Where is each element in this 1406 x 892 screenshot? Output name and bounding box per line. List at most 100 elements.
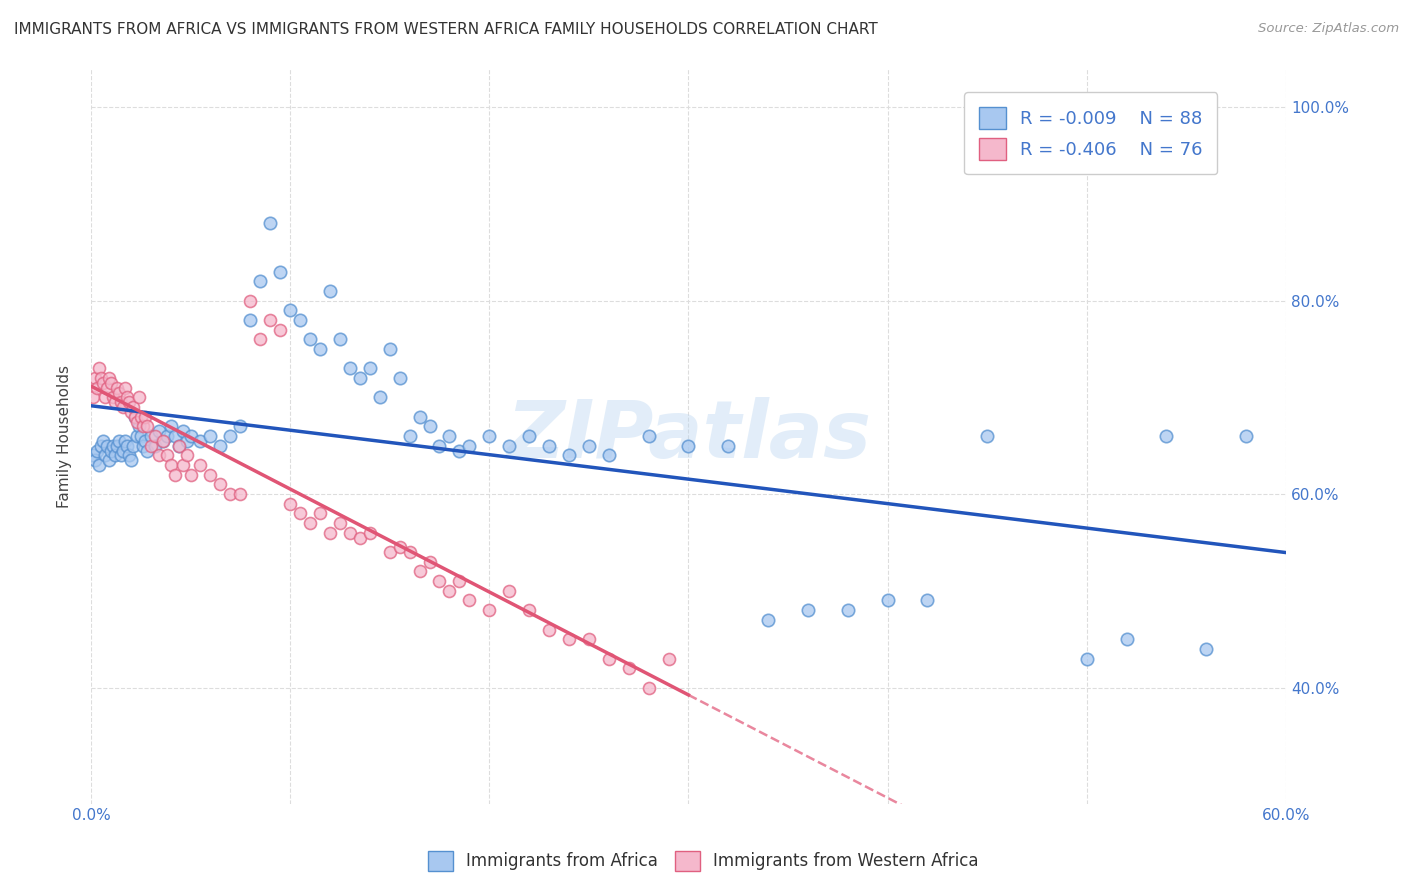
Point	[917, 593, 939, 607]
Point	[91, 376, 114, 390]
Point	[259, 216, 281, 230]
Point	[269, 323, 291, 337]
Point	[120, 405, 142, 419]
Point	[143, 429, 166, 443]
Point	[128, 390, 150, 404]
Point	[190, 458, 212, 472]
Point	[1115, 632, 1137, 647]
Point	[125, 415, 148, 429]
Point	[135, 419, 157, 434]
Point	[163, 467, 186, 482]
Point	[498, 439, 520, 453]
Point	[249, 332, 271, 346]
Point	[124, 409, 146, 424]
Point	[298, 516, 321, 530]
Point	[180, 467, 202, 482]
Point	[94, 449, 117, 463]
Point	[329, 332, 352, 346]
Point	[90, 371, 112, 385]
Point	[105, 439, 128, 453]
Point	[319, 284, 342, 298]
Point	[124, 409, 146, 424]
Point	[115, 390, 138, 404]
Point	[110, 395, 132, 409]
Point	[118, 395, 141, 409]
Point	[319, 525, 342, 540]
Point	[172, 424, 194, 438]
Point	[239, 313, 262, 327]
Point	[408, 565, 430, 579]
Point	[148, 424, 170, 438]
Point	[104, 449, 127, 463]
Point	[94, 390, 117, 404]
Point	[96, 381, 118, 395]
Point	[349, 531, 371, 545]
Point	[82, 449, 104, 463]
Point	[120, 453, 142, 467]
Point	[598, 651, 620, 665]
Point	[976, 429, 998, 443]
Text: Source: ZipAtlas.com: Source: ZipAtlas.com	[1258, 22, 1399, 36]
Point	[229, 487, 252, 501]
Point	[537, 623, 560, 637]
Point	[637, 681, 659, 695]
Point	[97, 453, 120, 467]
Text: ZIPatlas: ZIPatlas	[506, 397, 870, 475]
Point	[359, 361, 381, 376]
Point	[176, 449, 198, 463]
Point	[167, 439, 190, 453]
Point	[617, 661, 640, 675]
Point	[190, 434, 212, 448]
Point	[756, 613, 779, 627]
Point	[398, 545, 420, 559]
Point	[143, 439, 166, 453]
Point	[349, 371, 371, 385]
Point	[558, 449, 581, 463]
Point	[121, 439, 143, 453]
Point	[101, 439, 124, 453]
Point	[498, 583, 520, 598]
Point	[578, 632, 600, 647]
Point	[86, 443, 108, 458]
Point	[134, 409, 156, 424]
Point	[96, 439, 118, 453]
Point	[288, 507, 311, 521]
Legend: R = -0.009    N = 88, R = -0.406    N = 76: R = -0.009 N = 88, R = -0.406 N = 76	[965, 92, 1218, 174]
Point	[100, 443, 122, 458]
Point	[537, 439, 560, 453]
Point	[167, 439, 190, 453]
Point	[388, 541, 411, 555]
Point	[368, 390, 391, 404]
Point	[219, 429, 242, 443]
Point	[172, 458, 194, 472]
Point	[429, 574, 451, 589]
Point	[115, 439, 138, 453]
Point	[87, 458, 110, 472]
Point	[578, 439, 600, 453]
Legend: Immigrants from Africa, Immigrants from Western Africa: Immigrants from Africa, Immigrants from …	[419, 842, 987, 880]
Point	[156, 429, 179, 443]
Point	[108, 434, 131, 448]
Point	[378, 342, 401, 356]
Point	[478, 429, 501, 443]
Point	[278, 497, 301, 511]
Point	[82, 390, 104, 404]
Point	[219, 487, 242, 501]
Point	[101, 390, 124, 404]
Point	[110, 449, 132, 463]
Point	[87, 361, 110, 376]
Point	[339, 361, 361, 376]
Point	[114, 434, 136, 448]
Point	[100, 376, 122, 390]
Point	[163, 429, 186, 443]
Point	[139, 439, 162, 453]
Point	[478, 603, 501, 617]
Point	[309, 342, 332, 356]
Point	[90, 439, 112, 453]
Point	[429, 439, 451, 453]
Point	[1076, 651, 1098, 665]
Point	[449, 574, 471, 589]
Point	[298, 332, 321, 346]
Point	[1156, 429, 1178, 443]
Point	[209, 477, 232, 491]
